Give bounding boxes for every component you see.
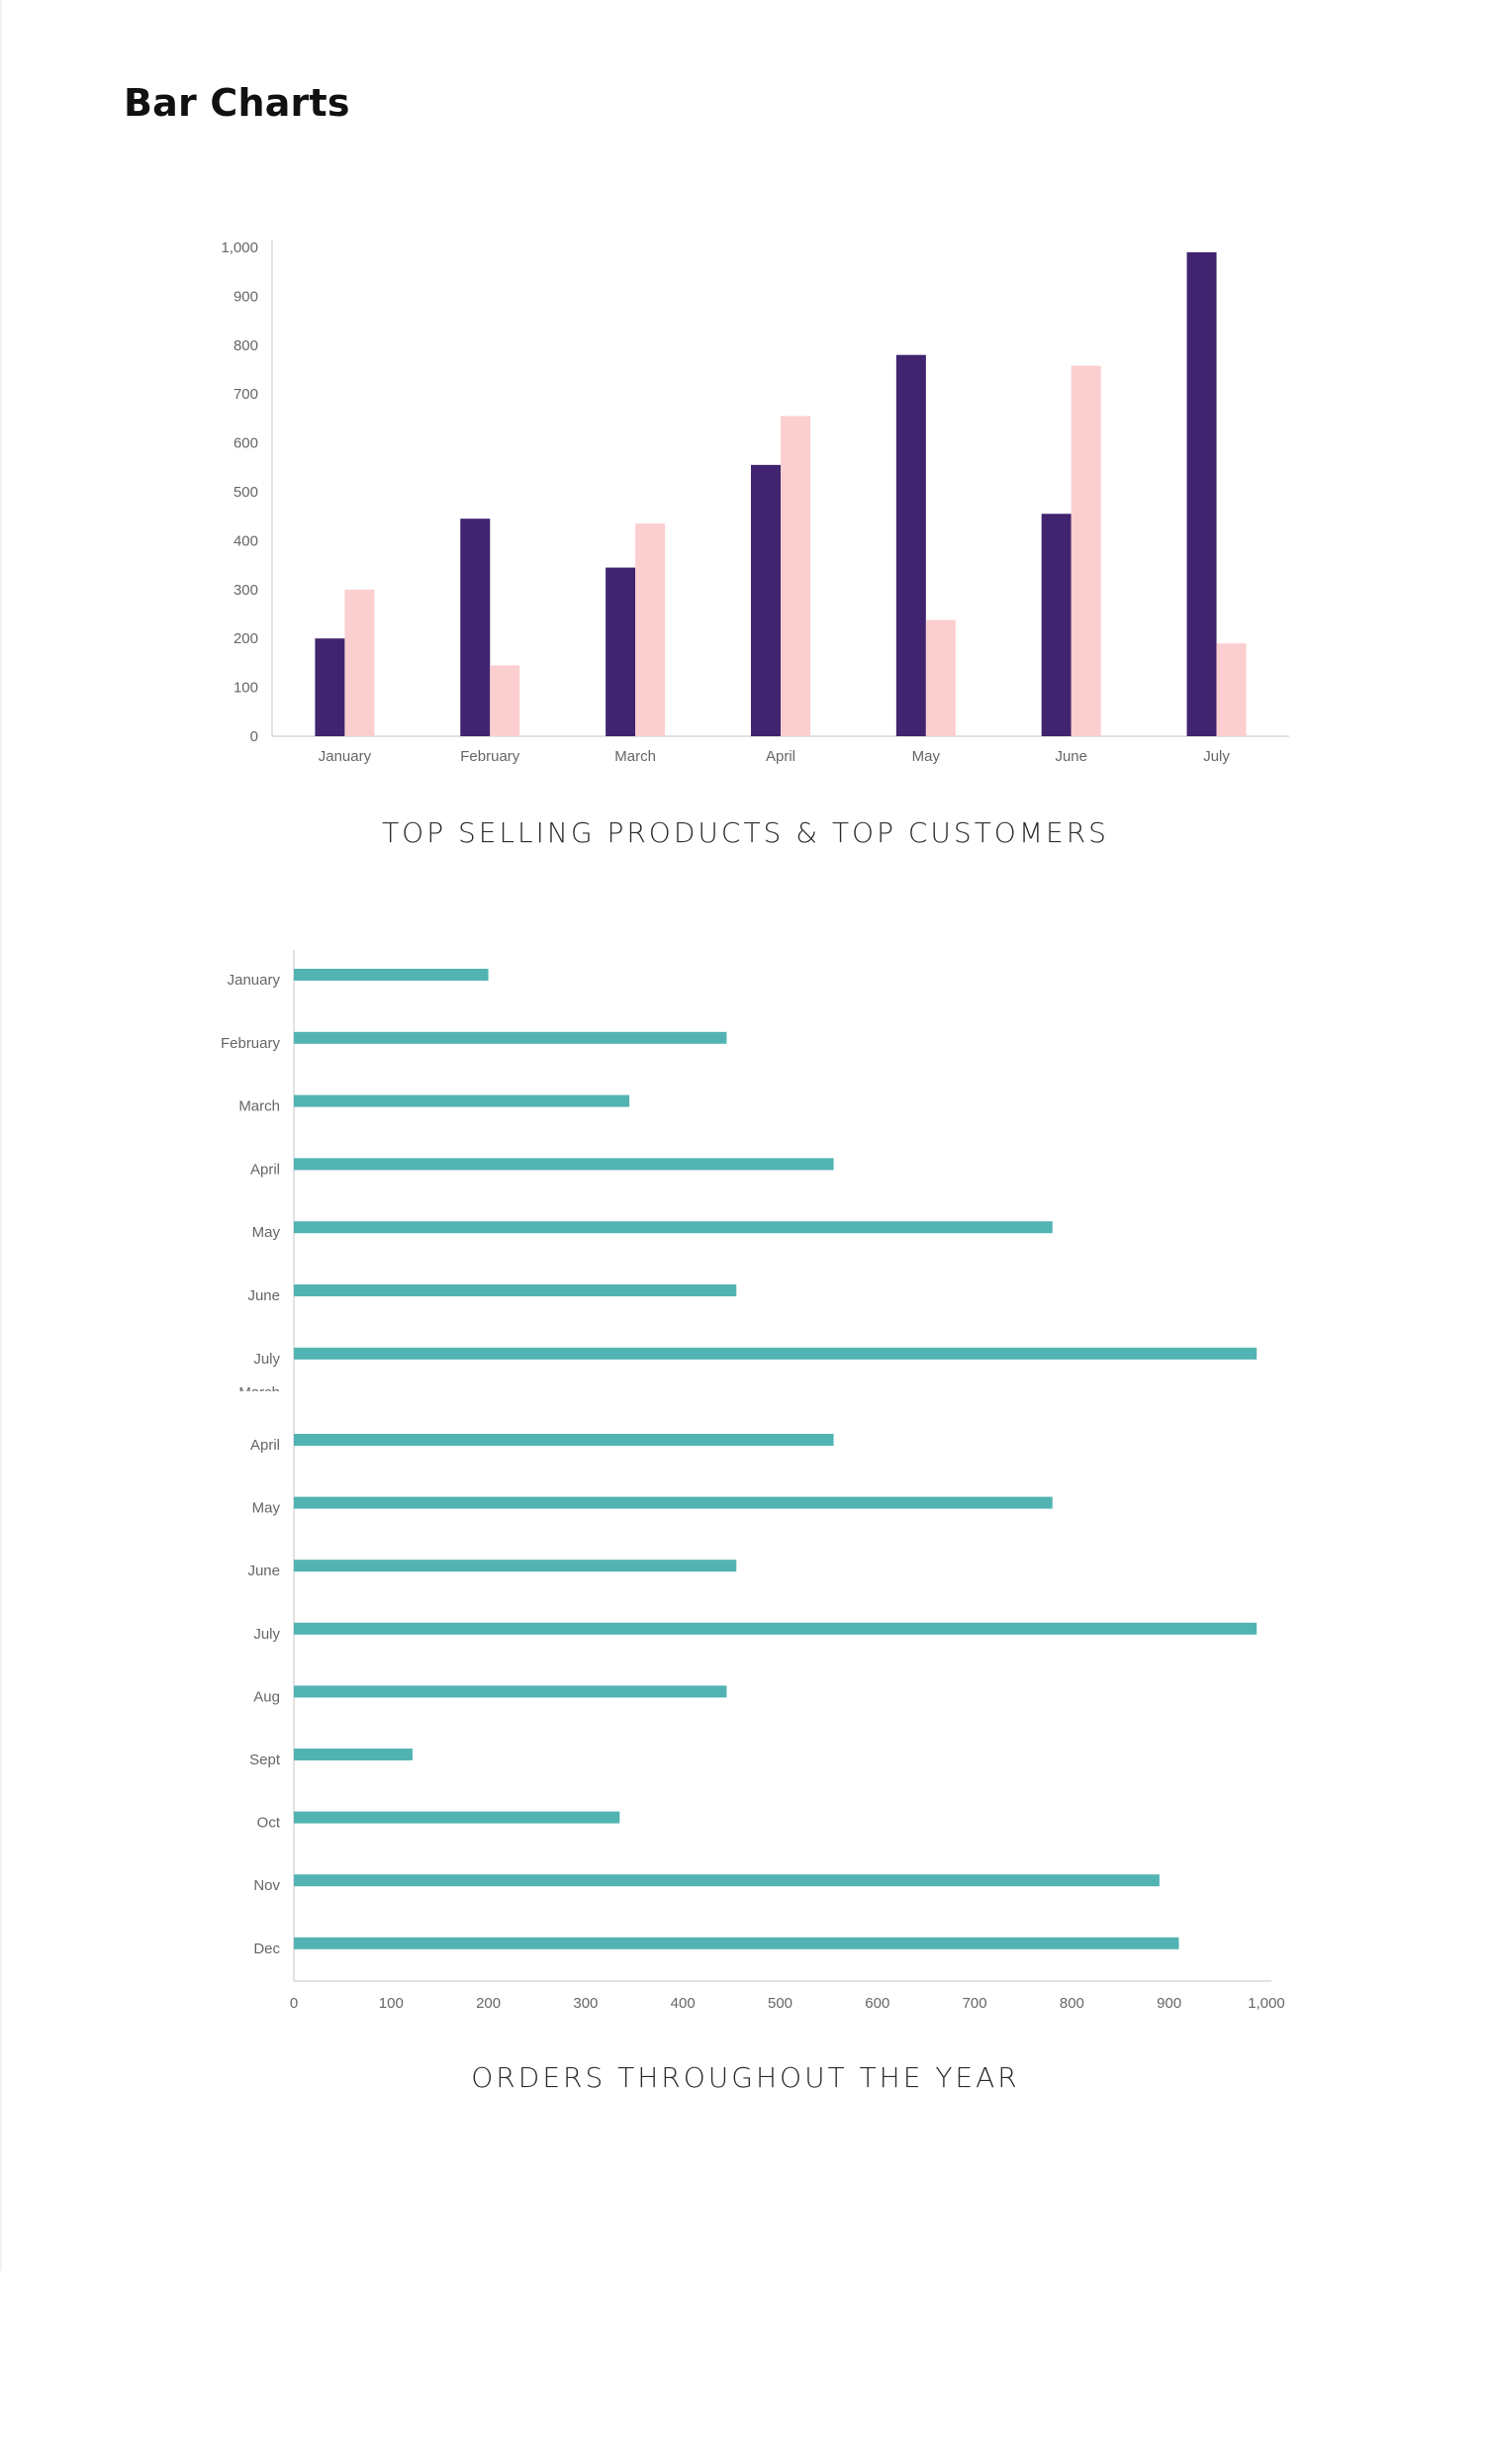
horizontal-bar xyxy=(294,1284,737,1296)
vertical-bar-chart: 0 100 200 300 400 500 600 700 800 900 1,000 January… xyxy=(221,239,1289,765)
y-tick-label: Dec xyxy=(253,1941,280,1957)
y-tick-label: Sept xyxy=(249,1752,281,1768)
bar-series-b xyxy=(781,416,810,736)
horizontal-bar xyxy=(294,1434,834,1446)
bar-series-b xyxy=(635,523,666,736)
x-tick-label: February xyxy=(460,748,520,765)
y-tick-label: 500 xyxy=(233,484,258,501)
y-tick-label: July xyxy=(253,1626,280,1643)
y-tick-label: 600 xyxy=(233,435,258,452)
x-tick-label: 1,000 xyxy=(1248,1995,1285,2012)
y-tick-label: 100 xyxy=(233,680,258,697)
y-tick-label: July xyxy=(253,1351,280,1368)
bar-series-a xyxy=(895,354,926,736)
y-tick-label: 300 xyxy=(233,582,258,599)
horizontal-bar xyxy=(294,1937,1179,1949)
clipped-y-tick-label: March xyxy=(238,1384,280,1401)
horizontal-bar xyxy=(294,1221,1053,1234)
x-tick-label: 800 xyxy=(1060,1995,1084,2012)
horizontal-bar xyxy=(294,1685,727,1698)
y-tick-label: 700 xyxy=(233,386,258,403)
y-tick-label: 900 xyxy=(233,288,258,305)
x-tick-label: 600 xyxy=(865,1995,889,2012)
y-tick-label: May xyxy=(252,1500,281,1517)
x-tick-label: May xyxy=(912,748,941,765)
x-tick-label: January xyxy=(319,748,372,765)
x-tick-label: July xyxy=(1203,748,1230,765)
y-tick-label: Oct xyxy=(257,1815,281,1832)
bar-series-a xyxy=(606,567,636,736)
horizontal-chart-caption: ORDERS THROUGHOUT THE YEAR xyxy=(471,2061,1020,2094)
bar-series-a xyxy=(460,519,491,736)
y-tick-label: 1,000 xyxy=(221,239,258,256)
page-title: Bar Charts xyxy=(124,81,350,125)
bar-series-b xyxy=(1071,365,1101,736)
x-tick-label: 300 xyxy=(573,1995,598,2012)
horizontal-bar-chart: January February March April May June July Apri… xyxy=(221,950,1285,2012)
horizontal-bar xyxy=(294,1811,620,1824)
bar-series-b xyxy=(925,619,956,736)
horizontal-bar xyxy=(294,1749,413,1760)
y-tick-label: 400 xyxy=(233,532,258,549)
x-tick-label: 0 xyxy=(290,1995,298,2012)
bar-series-b xyxy=(344,589,375,736)
horizontal-bar xyxy=(294,1560,737,1572)
horizontal-bar xyxy=(294,1031,727,1044)
horizontal-bar xyxy=(294,1496,1053,1509)
horizontal-bar xyxy=(294,1622,1258,1635)
x-tick-label: 100 xyxy=(379,1995,404,2012)
y-tick-label: 800 xyxy=(233,337,258,354)
x-tick-label: March xyxy=(614,748,656,765)
y-tick-label: May xyxy=(252,1224,281,1241)
y-tick-label: Nov xyxy=(253,1877,280,1894)
bar-series-b xyxy=(1216,643,1247,736)
page-left-border xyxy=(0,0,2,2271)
x-tick-label: 200 xyxy=(476,1995,501,2012)
y-tick-label: June xyxy=(247,1563,280,1579)
x-tick-label: 400 xyxy=(671,1995,696,2012)
x-tick-label: 900 xyxy=(1157,1995,1181,2012)
horizontal-bar xyxy=(294,969,489,981)
x-tick-label: April xyxy=(766,748,795,765)
bar-series-a xyxy=(751,464,781,736)
y-tick-label: April xyxy=(250,1161,280,1178)
bar-series-a xyxy=(315,638,345,736)
y-tick-label: April xyxy=(250,1437,280,1454)
y-tick-label: 200 xyxy=(233,630,258,647)
x-tick-label: June xyxy=(1055,748,1087,765)
horizontal-bar xyxy=(294,1094,630,1107)
vertical-chart-caption: TOP SELLING PRODUCTS & TOP CUSTOMERS xyxy=(382,816,1109,849)
y-tick-label: January xyxy=(228,972,281,989)
y-tick-label: June xyxy=(247,1287,280,1304)
bar-series-b xyxy=(490,665,520,736)
y-tick-label: March xyxy=(238,1098,280,1115)
x-tick-label: 500 xyxy=(768,1995,792,2012)
y-tick-label: 0 xyxy=(250,728,258,745)
y-tick-label: Aug xyxy=(253,1688,280,1705)
bar-series-a xyxy=(1041,514,1072,736)
horizontal-bar xyxy=(294,1874,1160,1887)
bar-series-a xyxy=(1186,251,1217,736)
horizontal-bar xyxy=(294,1347,1258,1360)
x-tick-label: 700 xyxy=(963,1995,987,2012)
y-tick-label: February xyxy=(221,1035,281,1052)
horizontal-bar xyxy=(294,1158,834,1171)
